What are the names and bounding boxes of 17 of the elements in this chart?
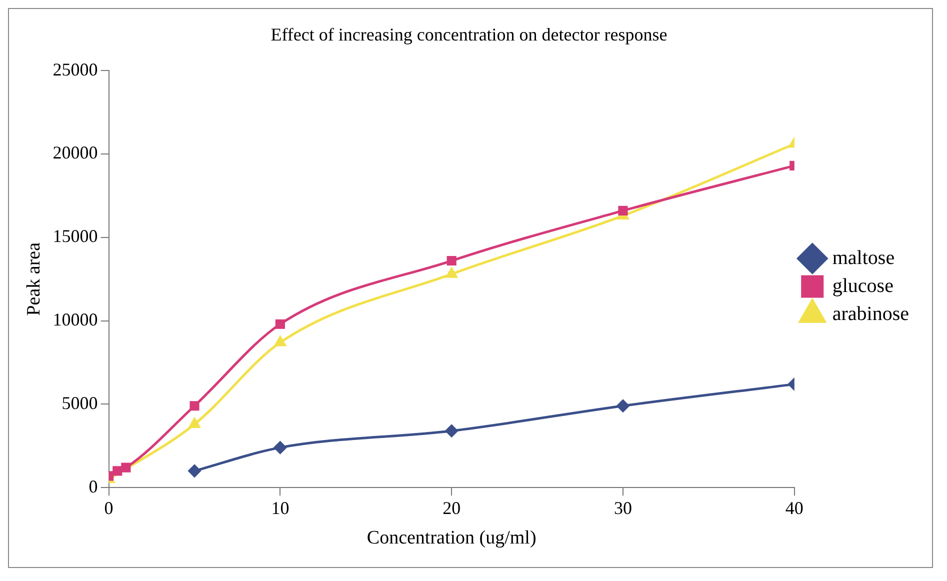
x-tick-label: 0 (104, 498, 114, 518)
legend-label: glucose (832, 274, 894, 297)
y-tick-label: 0 (88, 476, 98, 496)
x-tick-label: 20 (442, 498, 461, 518)
y-tick-label: 5000 (62, 392, 98, 413)
y-tick-label: 25000 (52, 59, 98, 80)
y-tick-label: 20000 (52, 142, 98, 163)
y-axis-title: Peak area (23, 242, 44, 316)
x-axis-title: Concentration (ug/ml) (366, 528, 536, 549)
legend-label: maltose (832, 246, 895, 269)
y-tick-label: 15000 (52, 226, 98, 246)
legend-label: arabinose (832, 302, 910, 325)
y-tick-label: 10000 (52, 310, 98, 330)
x-tick-label: 10 (271, 498, 290, 518)
chart-title: Effect of increasing concentration on detector response (270, 24, 668, 45)
x-tick-label: 40 (785, 498, 804, 518)
x-tick-label: 30 (614, 498, 632, 518)
